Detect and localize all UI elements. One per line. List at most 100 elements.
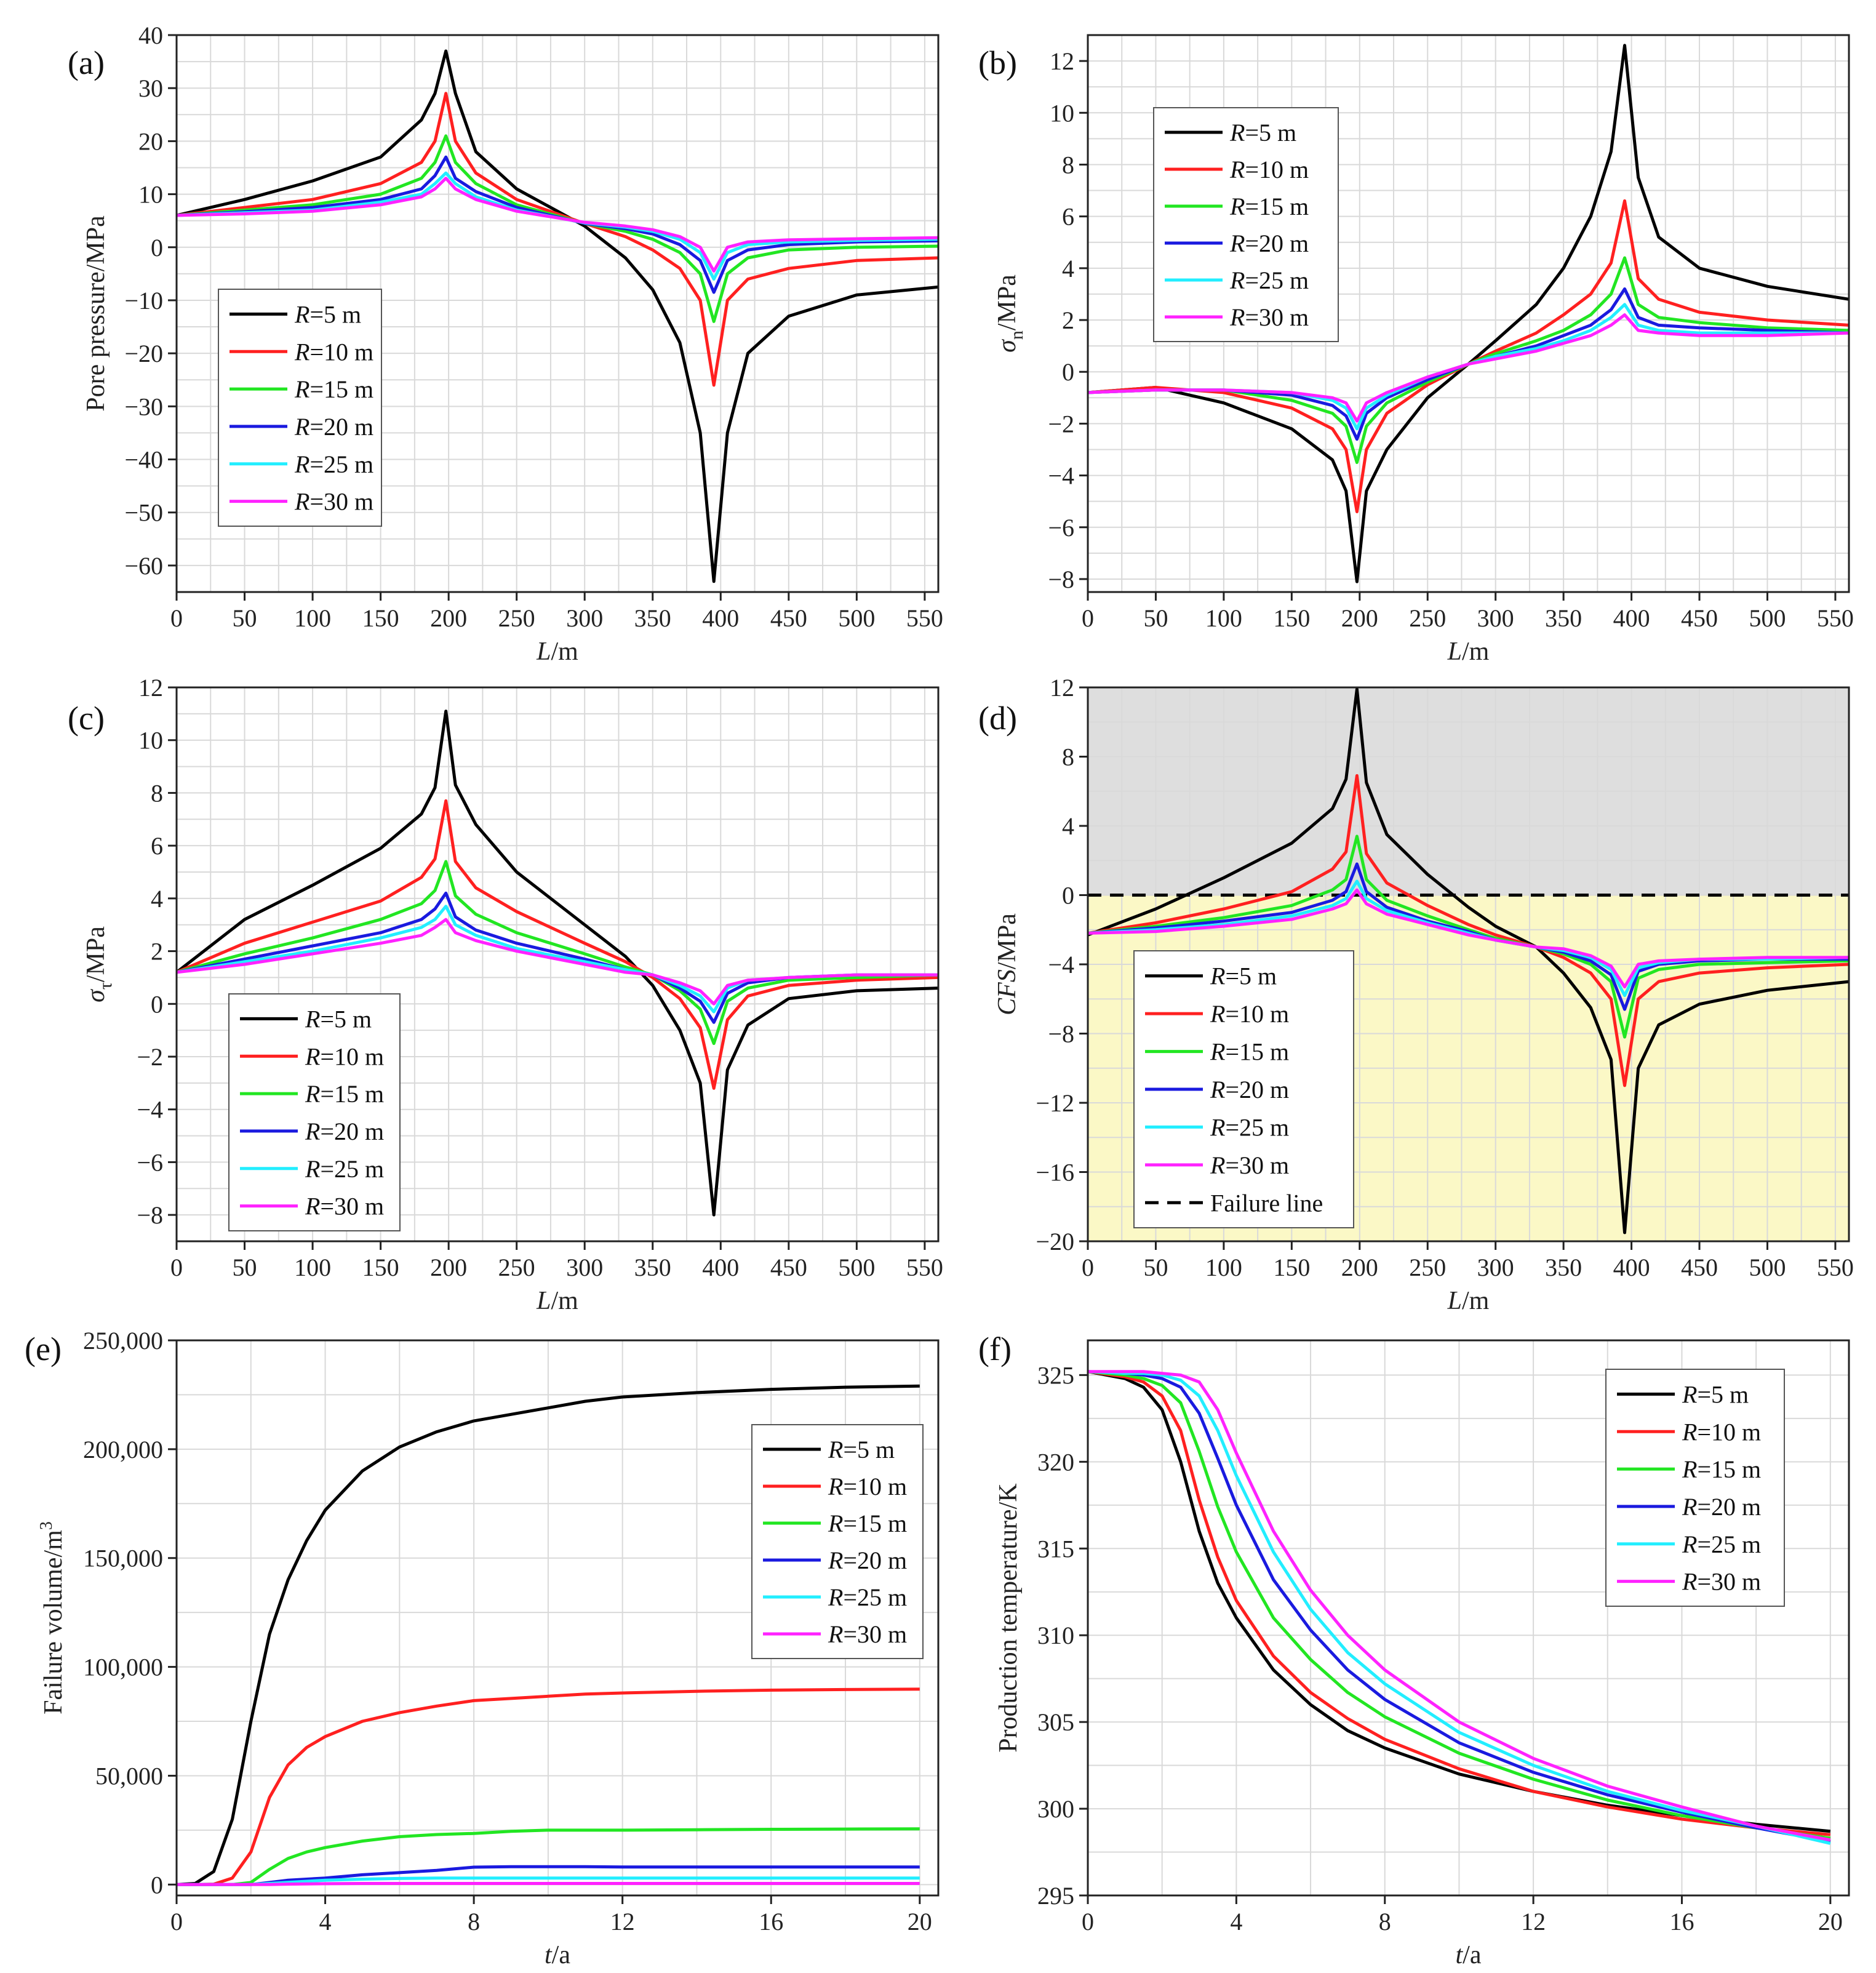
- series-line-r-10-m: [177, 799, 938, 1090]
- y-tick-label: 100,000: [83, 1654, 163, 1681]
- x-tick-label: 200: [1341, 604, 1378, 632]
- grid: [177, 35, 938, 592]
- y-tick-label: −6: [1048, 514, 1074, 542]
- y-tick-label: 10: [138, 727, 163, 754]
- x-tick-label: 250: [1409, 1254, 1446, 1281]
- series-line-r-30-m: [1088, 313, 1849, 423]
- x-tick-label: 450: [770, 604, 807, 632]
- legend: R=5 m R=10 m R=15 m R=20 m R=25 m R=30 m: [1153, 107, 1339, 342]
- y-tick-label: 30: [138, 74, 163, 102]
- x-tick-label: 0: [170, 1254, 183, 1281]
- plot-frame: [175, 34, 940, 593]
- y-tick-label: 0: [151, 990, 163, 1018]
- x-tick-label: 4: [319, 1908, 332, 1935]
- legend: R=5 m R=10 m R=15 m R=20 m R=25 m R=30 m Failu…: [1133, 950, 1354, 1228]
- y-tick-label: −20: [1036, 1228, 1074, 1255]
- x-tick-label: 550: [1817, 604, 1854, 632]
- legend-label: R=20 m: [1229, 230, 1309, 257]
- plot-frame: [175, 1339, 940, 1897]
- panel-label: (c): [68, 700, 105, 737]
- x-tick-label: 100: [294, 1254, 331, 1281]
- legend-label: R=5 m: [1229, 119, 1296, 146]
- y-tick-label: 0: [1062, 882, 1074, 910]
- legend-label: R=15 m: [305, 1080, 384, 1108]
- x-tick-label: 0: [1082, 1908, 1094, 1935]
- x-tick-label: 500: [838, 1254, 875, 1281]
- x-tick-label: 550: [1817, 1254, 1854, 1281]
- x-tick-label: 12: [610, 1908, 635, 1935]
- y-axis-label: CFS/MPa: [993, 913, 1021, 1015]
- x-tick-label: 500: [1749, 604, 1786, 632]
- legend: R=5 m R=10 m R=15 m R=20 m R=25 m R=30 m: [228, 993, 401, 1231]
- y-tick-label: 10: [1050, 99, 1074, 127]
- y-tick-label: −6: [137, 1148, 163, 1176]
- y-tick-label: 320: [1037, 1448, 1074, 1476]
- y-tick-label: −60: [124, 552, 163, 580]
- x-tick-label: 450: [770, 1254, 807, 1281]
- y-axis-label: Production temperature/K: [994, 1483, 1023, 1752]
- y-tick-label: 6: [151, 832, 163, 860]
- panel-c: 0 50 100 150 200 250 300 350 400 450 500 550−8−6−4−…: [68, 674, 943, 1315]
- x-tick-label: 0: [170, 1908, 183, 1935]
- y-tick-label: 10: [138, 181, 163, 209]
- y-tick-label: 325: [1037, 1361, 1074, 1389]
- x-tick-label: 150: [362, 1254, 399, 1281]
- y-tick-label: 8: [1062, 743, 1074, 771]
- y-axis-label: Failure volume/m3: [37, 1521, 68, 1715]
- legend: R=5 m R=10 m R=15 m R=20 m R=25 m R=30 m: [218, 289, 382, 527]
- series-line-r-25-m: [1088, 1370, 1831, 1845]
- x-tick-label: 0: [170, 604, 183, 632]
- x-tick-label: 250: [498, 1254, 535, 1281]
- legend-label: R=15 m: [828, 1510, 907, 1537]
- y-tick-label: −8: [1048, 566, 1074, 593]
- x-tick-label: 450: [1681, 1254, 1718, 1281]
- series-line-r-30-m: [177, 1882, 920, 1886]
- series-line-r-30-m: [177, 177, 938, 273]
- y-tick-label: −12: [1036, 1089, 1074, 1117]
- panel-e: 0 4 8 12 16 20 0 50,000 100,000 150,000 200,000 250…: [25, 1327, 940, 1969]
- legend-label: R=5 m: [294, 300, 361, 328]
- x-tick-label: 150: [1273, 1254, 1310, 1281]
- x-axis-label: L/m: [1447, 638, 1490, 666]
- series-line-r-5-m: [177, 49, 938, 583]
- series-line-r-10-m: [1088, 1370, 1831, 1836]
- series-line-r-20-m: [177, 891, 938, 1024]
- x-tick-label: 4: [1230, 1908, 1242, 1935]
- legend-label: R=30 m: [1229, 303, 1309, 331]
- legend-label: R=25 m: [828, 1583, 907, 1611]
- legend-label: R=20 m: [1210, 1076, 1289, 1103]
- y-tick-label: 4: [1062, 812, 1074, 840]
- series-line-r-30-m: [177, 918, 938, 1006]
- legend-label: R=30 m: [1210, 1151, 1289, 1179]
- legend-label: R=20 m: [305, 1118, 384, 1145]
- y-tick-label: 4: [151, 885, 163, 913]
- legend-label: R=5 m: [828, 1436, 895, 1463]
- series-group: [177, 1384, 920, 1886]
- y-tick-label: 8: [151, 779, 163, 807]
- y-tick-label: −4: [137, 1096, 163, 1124]
- legend-label: R=15 m: [1229, 193, 1309, 220]
- y-tick-label: −40: [124, 446, 163, 474]
- legend-label: Failure line: [1210, 1189, 1323, 1217]
- plot-frame: [1087, 34, 1850, 593]
- series-line-r-15-m: [1088, 1370, 1831, 1840]
- legend-label: R=25 m: [305, 1155, 384, 1183]
- series-line-r-30-m: [1088, 888, 1849, 989]
- y-tick-label: 250,000: [83, 1327, 163, 1355]
- series-line-r-5-m: [177, 1384, 920, 1886]
- plot-frame: [1087, 1339, 1850, 1897]
- panel-a: 0 50 100 150 200 250 300 350 400 450 500 550−60−50−…: [68, 22, 943, 666]
- x-tick-label: 8: [1379, 1908, 1391, 1935]
- plot-frame: [175, 686, 940, 1243]
- legend-label: R=10 m: [294, 338, 373, 366]
- y-tick-label: −8: [1048, 1020, 1074, 1048]
- legend: R=5 m R=10 m R=15 m R=20 m R=25 m R=30 m: [751, 1424, 924, 1659]
- x-tick-label: 50: [1143, 1254, 1168, 1281]
- x-tick-label: 550: [906, 604, 943, 632]
- series-group: [1088, 687, 1849, 1235]
- y-tick-label: −30: [124, 393, 163, 420]
- x-tick-label: 16: [759, 1908, 783, 1935]
- x-tick-label: 50: [233, 604, 257, 632]
- y-tick-label: −4: [1048, 462, 1074, 490]
